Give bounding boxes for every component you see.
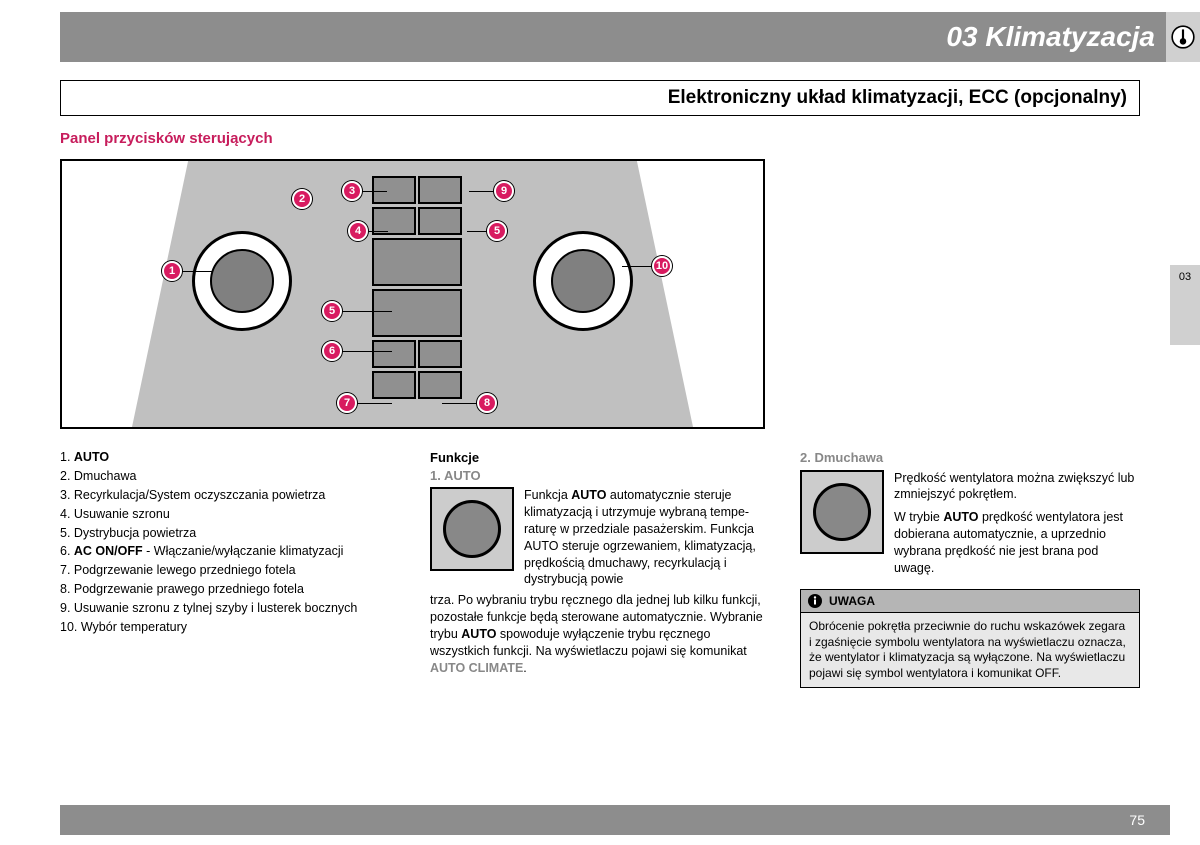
auto-dial-thumb [430, 487, 514, 571]
subtitle-bar: Elektroniczny układ klimatyzacji, ECC (o… [60, 80, 1140, 116]
chapter-title: 03 Klimatyzacja [946, 21, 1155, 53]
page-number: 75 [1129, 805, 1145, 835]
content: Panel przycisków sterujących 12345567891… [60, 130, 1140, 688]
func1-text-rest: trza. Po wybraniu trybu ręcznego dla jed… [430, 592, 770, 676]
callout-6: 6 [322, 341, 342, 361]
thermometer-icon [1166, 12, 1200, 62]
info-icon [807, 593, 823, 609]
blower-dial-thumb [800, 470, 884, 554]
legend-item: 7. Podgrzewanie lewego przedniego fotela [60, 562, 400, 579]
text-columns: 1. AUTO 2. Dmuchawa 3. Recyrkulacja/System… [60, 449, 1140, 688]
legend-item: 10. Wybór temperatury [60, 619, 400, 636]
legend-item: 9. Usuwanie szronu z tylnej szyby i lust… [60, 600, 400, 617]
chapter-header: 03 Klimatyzacja [60, 12, 1170, 62]
note-header: UWAGA [801, 590, 1139, 613]
legend-item: 4. Usuwanie szronu [60, 506, 400, 523]
note-box: UWAGA Obrócenie pokrętła przeciwnie do r… [800, 589, 1140, 689]
blower-text: Prędkość wentylatora można zwiększyć lub… [894, 470, 1140, 579]
blower-column: 2. Dmuchawa Prędkość wentylatora można z… [800, 449, 1140, 688]
legend-item: 6. AC ON/OFF - Włączanie/wyłączanie klim… [60, 543, 400, 560]
legend-column: 1. AUTO 2. Dmuchawa 3. Recyrkulacja/System… [60, 449, 400, 688]
blower-heading: 2. Dmuchawa [800, 449, 1140, 467]
note-body: Obrócenie pokrętła przeciwnie do ruchu w… [801, 613, 1139, 687]
legend-item: 1. AUTO [60, 449, 400, 466]
left-dial [192, 231, 292, 331]
func1-text-wrap: Funkcja AUTO automa­tycznie steruje klim… [524, 487, 770, 588]
section-tab: 03 [1170, 265, 1200, 345]
legend-item: 2. Dmuchawa [60, 468, 400, 485]
callout-5: 5 [487, 221, 507, 241]
callout-4: 4 [348, 221, 368, 241]
func1-heading: 1. AUTO [430, 467, 770, 485]
subtitle: Elektroniczny układ klimatyzacji, ECC (o… [73, 87, 1127, 109]
legend-item: 8. Podgrzewanie prawego przedniego fotel… [60, 581, 400, 598]
callout-2: 2 [292, 189, 312, 209]
callout-1: 1 [162, 261, 182, 281]
right-dial [533, 231, 633, 331]
control-panel-diagram: 1 2 3 4 5 5 6 7 8 9 10 [60, 159, 765, 429]
panel-heading: Panel przycisków sterujących [60, 130, 1140, 147]
legend-item: 3. Recyrkulacja/System oczyszczania powi… [60, 487, 400, 504]
callout-3: 3 [342, 181, 362, 201]
callout-10: 10 [652, 256, 672, 276]
callout-8: 8 [477, 393, 497, 413]
functions-column: Funkcje 1. AUTO Funkcja AUTO automa­tycz… [430, 449, 770, 688]
callout-9: 9 [494, 181, 514, 201]
center-buttons [372, 176, 462, 399]
footer-bar [60, 805, 1170, 835]
legend-item: 5. Dystrybucja powietrza [60, 525, 400, 542]
callout-7: 7 [337, 393, 357, 413]
functions-heading: Funkcje [430, 449, 770, 467]
callout-5: 5 [322, 301, 342, 321]
